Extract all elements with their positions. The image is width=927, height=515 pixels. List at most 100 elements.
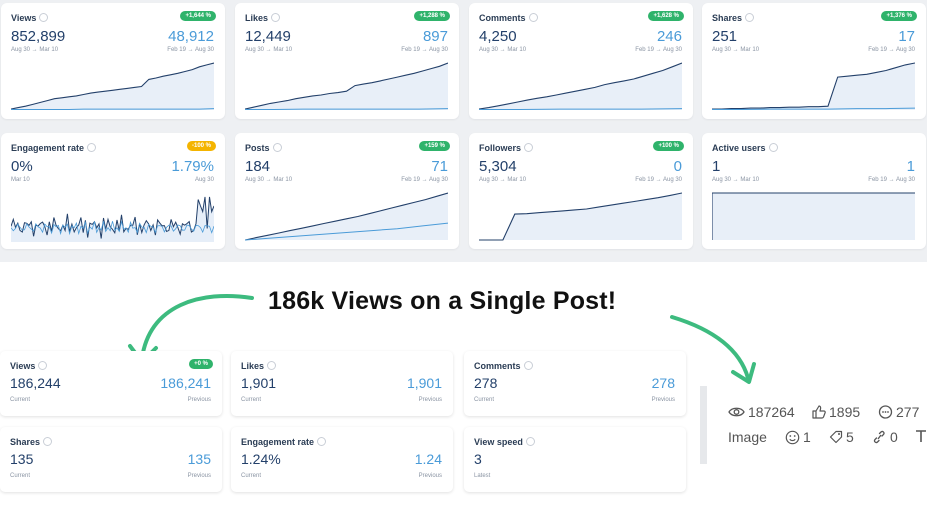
smiley-icon (785, 430, 800, 444)
post-metric-card[interactable]: Engagement rate 1.24% 1.24 Current Previous (231, 427, 453, 492)
metric-title: Views (11, 13, 49, 23)
metric-card[interactable]: Likes +1,288 % 12,449 897 Aug 30 → Mar 10 Feb… (235, 3, 459, 119)
previous-value: 278 (651, 375, 675, 391)
post-metric-card[interactable]: Views +0 % 186,244 186,241 Current Previous (0, 351, 222, 416)
previous-value: 17 (898, 28, 915, 45)
sparkline-line-previous (245, 222, 448, 241)
saves-stat: 5 (829, 429, 854, 445)
sparkline-chart (712, 192, 915, 240)
metric-title: Shares (712, 13, 755, 23)
post-metric-card[interactable]: Likes 1,901 1,901 Current Previous (231, 351, 453, 416)
change-badge: +100 % (653, 141, 684, 151)
current-value: 251 (712, 28, 738, 45)
sparkline-line-previous (245, 108, 448, 110)
metric-title-text: Likes (245, 13, 269, 23)
panel-divider (700, 386, 707, 464)
sparkline-chart (479, 192, 682, 241)
metric-card[interactable]: Active users 1 1 Aug 30 → Mar 10 Feb 19 → Au… (702, 133, 926, 249)
sparkline-line-previous (712, 107, 915, 110)
info-icon[interactable] (271, 13, 281, 22)
info-icon[interactable] (745, 13, 755, 22)
sparkline-chart (11, 196, 214, 242)
links-count: 0 (890, 429, 898, 445)
current-value: 852,899 (11, 28, 66, 45)
previous-range: Feb 19 → Aug 30 (868, 47, 915, 53)
metric-card[interactable]: Followers +100 % 5,304 0 Aug 30 → Mar 10 Feb … (469, 133, 693, 249)
sparkline-area (245, 63, 448, 110)
previous-label: Previous (418, 473, 442, 479)
metric-title: Active users (712, 143, 778, 153)
current-range: Aug 30 → Mar 10 (245, 47, 293, 53)
metric-title-text: Likes (241, 361, 265, 371)
current-range: Aug 30 → Mar 10 (712, 177, 760, 183)
metric-title-text: Shares (712, 13, 743, 23)
info-icon[interactable] (524, 143, 534, 152)
previous-value: 897 (422, 28, 448, 45)
post-metric-card[interactable]: Shares 135 135 Current Previous (0, 427, 222, 492)
info-icon[interactable] (267, 361, 277, 370)
post-metric-card[interactable]: View speed 3 Latest (464, 427, 686, 492)
info-icon[interactable] (87, 143, 97, 152)
current-value: 12,449 (245, 28, 291, 45)
post-metric-card[interactable]: Comments 278 278 Current Previous (464, 351, 686, 416)
metric-title: Likes (241, 361, 277, 371)
sparkline-line (245, 62, 448, 110)
metric-card[interactable]: Comments +1,628 % 4,250 246 Aug 30 → Mar 10 F… (469, 3, 693, 119)
info-icon[interactable] (525, 437, 535, 446)
current-range: Aug 30 → Mar 10 (712, 47, 760, 53)
current-range: Aug 30 → Mar 10 (245, 177, 293, 183)
info-icon[interactable] (38, 361, 48, 370)
current-label: Current (474, 397, 495, 403)
info-icon[interactable] (43, 437, 53, 446)
previous-range: Aug 30 (194, 177, 214, 183)
previous-label: Previous (418, 397, 442, 403)
current-value: 3 (474, 451, 482, 467)
change-badge: +1,288 % (414, 11, 450, 21)
previous-label: Previous (187, 397, 211, 403)
metric-title-text: Engagement rate (241, 437, 315, 447)
previous-range: Feb 19 → Aug 30 (868, 177, 915, 183)
current-label: Current (241, 397, 262, 403)
previous-value: 186,241 (160, 375, 211, 391)
previous-range: Feb 19 → Aug 30 (401, 177, 448, 183)
metric-card[interactable]: Shares +1,376 % 251 17 Aug 30 → Mar 10 Feb 19… (702, 3, 926, 119)
metric-card[interactable]: Views +1,644 % 852,899 48,912 Aug 30 → Mar 1… (1, 3, 225, 119)
change-badge: +159 % (419, 141, 450, 151)
info-icon[interactable] (528, 13, 538, 22)
change-badge: +1,628 % (648, 11, 684, 21)
tag-icon (829, 430, 843, 444)
saves-count: 5 (846, 429, 854, 445)
current-value: 278 (474, 375, 498, 391)
previous-label: Previous (651, 397, 675, 403)
info-icon[interactable] (39, 13, 49, 22)
previous-value: 1 (906, 158, 915, 175)
current-label: Latest (474, 473, 491, 479)
current-value: 1,901 (241, 375, 277, 391)
thumbs-up-icon (812, 405, 826, 419)
comments-stat: 277 (878, 404, 919, 420)
current-range: Aug 30 → Mar 10 (11, 47, 59, 53)
metric-card[interactable]: Engagement rate -100 % 0% 1.79% Mar 10 Aug 30 (1, 133, 225, 249)
sparkline-chart (245, 192, 448, 241)
info-icon[interactable] (768, 143, 778, 152)
previous-range: Feb 19 → Aug 30 (401, 47, 448, 53)
info-icon[interactable] (317, 437, 327, 446)
metric-title-text: Active users (712, 143, 766, 153)
sparkline-chart (245, 62, 448, 110)
views-count: 187264 (748, 404, 795, 420)
metric-card[interactable]: Posts +159 % 184 71 Aug 30 → Mar 10 Feb 19 → … (235, 133, 459, 249)
sparkline-area (479, 193, 682, 240)
current-label: Current (241, 473, 262, 479)
sparkline-line (11, 196, 214, 239)
comment-icon (878, 405, 893, 419)
eye-icon (728, 407, 745, 417)
post-type-label: Image (728, 429, 767, 445)
info-icon[interactable] (523, 361, 533, 370)
change-badge: -100 % (186, 141, 216, 151)
sparkline-line (712, 192, 915, 240)
current-range: Aug 30 → Mar 10 (479, 177, 527, 183)
info-icon[interactable] (272, 143, 282, 152)
views-stat: 187264 (728, 404, 795, 420)
metric-title-text: Comments (479, 13, 526, 23)
likes-stat: 1895 (812, 404, 860, 420)
